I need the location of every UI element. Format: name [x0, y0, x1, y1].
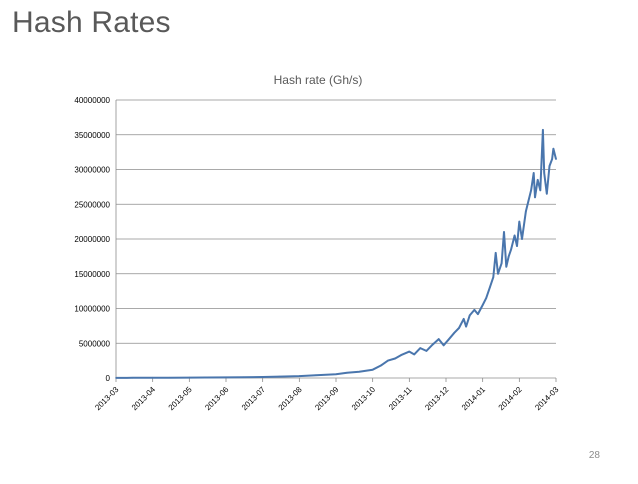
- data-point: [371, 368, 374, 371]
- y-tick-label: 20000000: [74, 235, 110, 244]
- data-point: [546, 193, 548, 195]
- data-point: [453, 332, 456, 334]
- slide-title: Hash Rates: [12, 6, 171, 39]
- data-point: [442, 344, 445, 347]
- data-point: [225, 376, 227, 379]
- x-tick-label: 2014-01: [460, 385, 488, 413]
- x-tick-label: 2013-05: [167, 385, 195, 413]
- data-point: [419, 347, 422, 349]
- x-tick-label: 2014-03: [533, 385, 561, 413]
- y-axis-tick-labels: 0 5000000 10000000 15000000 20000000 25000000…: [74, 96, 110, 383]
- data-point: [530, 189, 532, 192]
- data-point: [468, 314, 471, 317]
- data-point: [521, 238, 523, 240]
- x-tick-label: 2013-09: [313, 385, 341, 413]
- data-point: [380, 364, 382, 367]
- data-point: [552, 147, 555, 150]
- data-point: [539, 189, 542, 192]
- data-point: [358, 370, 361, 373]
- data-point: [315, 374, 317, 377]
- data-point: [278, 375, 281, 378]
- data-point: [335, 373, 337, 376]
- data-point: [516, 245, 518, 247]
- data-point: [188, 376, 191, 379]
- data-point: [408, 350, 411, 353]
- x-tick-label: 2013-07: [240, 385, 268, 413]
- gridlines: [116, 99, 556, 344]
- y-tick-label: 0: [106, 374, 111, 383]
- series-line-hash-rate: [115, 128, 557, 379]
- x-tick-label: 2013-03: [93, 385, 121, 413]
- x-axis-tick-labels: 2013-03 2013-04 2013-05 2013-06 2013-07 2013-…: [93, 385, 561, 413]
- data-point: [477, 313, 479, 315]
- data-point: [500, 262, 503, 265]
- data-point: [169, 376, 171, 379]
- data-point: [492, 276, 495, 279]
- y-tick-label: 40000000: [74, 96, 110, 105]
- data-point: [525, 210, 527, 212]
- data-point: [413, 353, 416, 356]
- data-point: [151, 376, 154, 379]
- y-tick-label: 30000000: [74, 166, 110, 175]
- y-tick-label: 35000000: [74, 131, 110, 140]
- data-point: [489, 286, 491, 289]
- data-point: [394, 357, 396, 360]
- x-tick-label: 2013-08: [277, 385, 305, 413]
- x-axis: [115, 100, 557, 382]
- data-point: [131, 377, 134, 379]
- data-point: [551, 158, 553, 160]
- data-point: [534, 196, 536, 199]
- data-point: [205, 376, 207, 379]
- data-point: [298, 375, 301, 377]
- y-tick-label: 5000000: [79, 339, 111, 348]
- data-point: [555, 158, 557, 160]
- data-point: [503, 231, 505, 233]
- x-tick-label: 2013-12: [423, 385, 451, 413]
- data-point: [462, 318, 465, 320]
- data-point: [532, 172, 535, 174]
- data-point: [543, 172, 545, 174]
- chart-title: Hash rate (Gh/s): [274, 73, 363, 87]
- data-point: [507, 255, 510, 258]
- data-point: [437, 338, 440, 340]
- data-point: [518, 220, 521, 223]
- data-point: [425, 350, 428, 352]
- data-point: [497, 273, 499, 275]
- data-point: [542, 129, 544, 131]
- data-point: [548, 165, 551, 167]
- page-number: 28: [588, 450, 600, 461]
- data-point: [510, 248, 512, 251]
- data-point: [494, 252, 497, 254]
- data-point: [400, 354, 402, 356]
- data-point: [473, 309, 476, 311]
- data-point: [242, 376, 244, 379]
- x-tick-label: 2014-02: [497, 385, 525, 413]
- data-point: [505, 266, 508, 268]
- x-tick-label: 2013-04: [130, 385, 158, 413]
- x-tick-label: 2013-06: [203, 385, 231, 413]
- data-point: [465, 325, 467, 328]
- y-tick-label: 10000000: [74, 305, 110, 314]
- data-point: [485, 297, 488, 299]
- data-point: [346, 372, 348, 374]
- x-tick-label: 2013-10: [350, 385, 378, 413]
- data-point: [536, 179, 539, 181]
- data-point: [458, 327, 460, 329]
- data-point: [387, 359, 389, 362]
- y-tick-label: 25000000: [74, 200, 110, 209]
- data-point: [447, 339, 450, 341]
- data-point: [115, 377, 117, 379]
- series-group: [115, 128, 557, 379]
- x-tick-label: 2013-11: [387, 385, 414, 412]
- data-point: [431, 343, 434, 346]
- data-point: [527, 200, 530, 202]
- y-tick-label: 15000000: [74, 270, 110, 279]
- data-point: [513, 234, 516, 237]
- data-point: [261, 376, 264, 378]
- data-point: [481, 304, 484, 306]
